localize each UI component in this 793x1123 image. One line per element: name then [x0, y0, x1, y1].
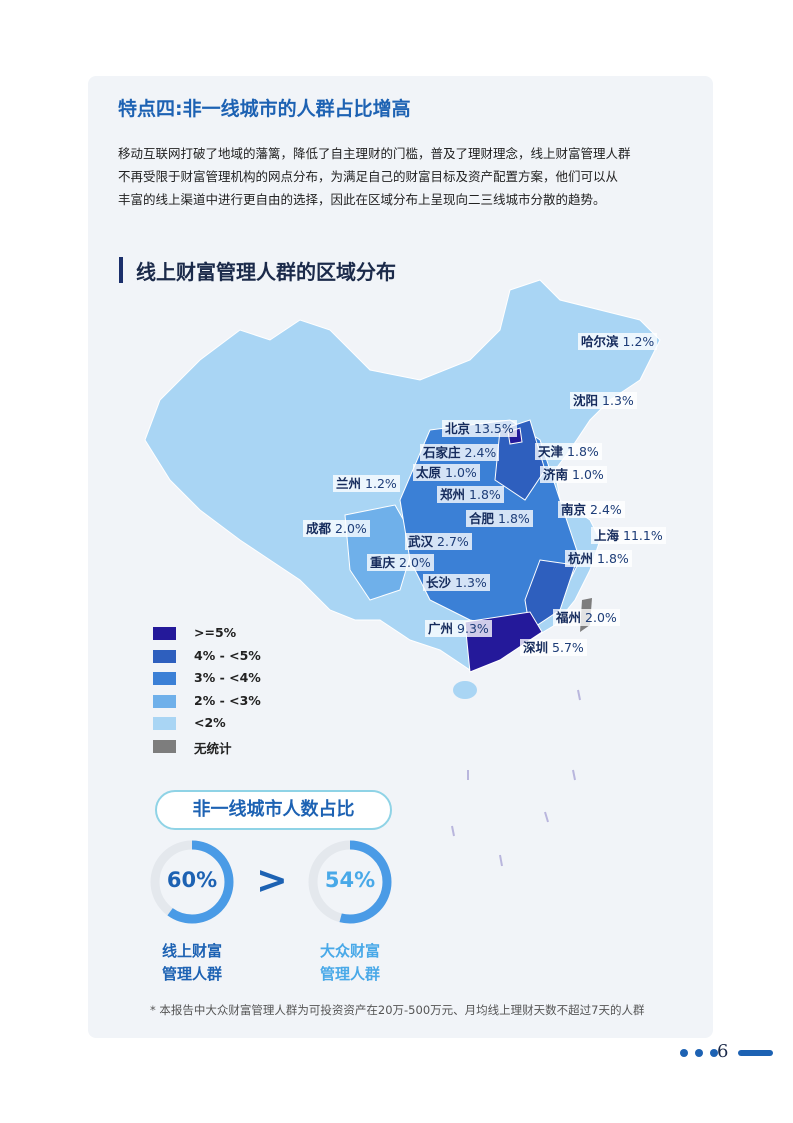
donut-caption: 管理人群 — [161, 965, 222, 983]
city-label: 深圳 5.7% — [520, 639, 587, 656]
city-value: 1.8% — [597, 551, 629, 566]
body-text: 丰富的线上渠道中进行更自由的选择，因此在区域分布上呈现向二三线城市分散的趋势。 — [118, 192, 606, 207]
legend-swatch — [153, 694, 176, 708]
city-value: 2.4% — [590, 502, 622, 517]
city-name: 重庆 — [370, 555, 396, 570]
city-label: 福州 2.0% — [553, 609, 620, 626]
city-label: 沈阳 1.3% — [570, 392, 637, 409]
city-name: 长沙 — [426, 575, 452, 590]
page-bar — [738, 1050, 773, 1056]
city-value: 1.0% — [572, 467, 604, 482]
city-label: 广州 9.3% — [425, 620, 492, 637]
city-label: 成都 2.0% — [303, 520, 370, 537]
city-label: 天津 1.8% — [535, 443, 602, 460]
city-label: 太原 1.0% — [413, 464, 480, 481]
donut-arc — [308, 840, 392, 924]
city-value: 11.1% — [623, 528, 663, 543]
city-label: 长沙 1.3% — [423, 574, 490, 591]
city-label: 合肥 1.8% — [466, 510, 533, 527]
city-name: 武汉 — [408, 534, 434, 549]
city-name: 北京 — [445, 421, 471, 436]
city-name: 杭州 — [568, 551, 594, 566]
donut-caption: 大众财富 — [319, 942, 380, 960]
city-value: 1.3% — [455, 575, 487, 590]
city-label: 武汉 2.7% — [405, 533, 472, 550]
city-name: 哈尔滨 — [581, 334, 619, 349]
city-name: 南京 — [561, 502, 587, 517]
city-name: 郑州 — [440, 487, 466, 502]
city-name: 上海 — [594, 528, 620, 543]
city-name: 成都 — [306, 521, 332, 536]
city-value: 1.2% — [365, 476, 397, 491]
page-dots — [680, 1049, 718, 1057]
legend-swatch — [153, 672, 176, 685]
donut-label: 60% — [166, 868, 218, 892]
section-title: 特点四:非一线城市的人群占比增高 — [118, 98, 411, 120]
body-text: 不再受限于财富管理机构的网点分布，为满足自己的财富目标及资产配置方案，他们可以从 — [118, 169, 619, 184]
city-value: 2.4% — [464, 445, 497, 460]
city-label: 石家庄 2.4% — [420, 444, 500, 461]
region-4-5 — [494, 419, 546, 501]
city-value: 1.2% — [622, 334, 655, 349]
city-label: 上海 11.1% — [591, 527, 666, 544]
city-value: 1.3% — [602, 393, 634, 408]
city-label: 重庆 2.0% — [367, 554, 434, 571]
city-value: 2.0% — [335, 521, 367, 536]
donut-arc — [150, 840, 234, 924]
legend-swatch — [153, 739, 176, 753]
city-name: 石家庄 — [423, 445, 461, 460]
footnote: * 本报告中大众财富管理人群为可投资资产在20万-500万元、月均线上理财天数不… — [150, 1003, 645, 1017]
city-name: 兰州 — [336, 476, 362, 491]
legend-label: 2% - <3% — [194, 692, 261, 708]
legend-label: 无统计 — [194, 740, 232, 756]
legend-label: 3% - <4% — [194, 670, 261, 685]
city-name: 深圳 — [523, 640, 549, 655]
city-label: 杭州 1.8% — [565, 550, 632, 567]
legend-swatch — [153, 717, 176, 730]
donut-caption: 线上财富 — [161, 942, 222, 960]
city-name: 合肥 — [469, 511, 495, 526]
island — [453, 681, 477, 699]
city-name: 沈阳 — [573, 393, 599, 408]
body-text: 移动互联网打破了地域的藩篱，降低了自主理财的门槛，普及了理财理念，线上财富管理人… — [118, 146, 631, 161]
city-label: 北京 13.5% — [442, 420, 517, 437]
legend-swatch — [153, 627, 176, 640]
city-value: 1.8% — [567, 444, 599, 459]
city-value: 2.0% — [399, 555, 431, 570]
city-label: 哈尔滨 1.2% — [578, 333, 658, 350]
city-name: 天津 — [538, 444, 564, 459]
legend-swatch — [153, 649, 176, 663]
city-value: 1.8% — [498, 511, 530, 526]
city-name: 济南 — [543, 467, 569, 482]
city-label: 济南 1.0% — [540, 466, 607, 483]
sea-border — [451, 689, 581, 867]
city-value: 1.8% — [469, 487, 501, 502]
city-value: 9.3% — [457, 621, 489, 636]
city-label: 南京 2.4% — [558, 501, 625, 518]
city-value: 5.7% — [552, 640, 584, 655]
city-value: 2.0% — [585, 610, 617, 625]
city-label: 郑州 1.8% — [437, 486, 504, 503]
city-label: 兰州 1.2% — [333, 475, 400, 492]
donut-label: 54% — [324, 868, 376, 892]
operator: > — [256, 858, 288, 902]
comparison-title: 非一线城市人数占比 — [155, 790, 392, 830]
map-title: 线上财富管理人群的区域分布 — [136, 260, 396, 284]
heading-bar — [119, 257, 123, 283]
legend-label: >=5% — [194, 625, 237, 640]
city-name: 福州 — [556, 610, 582, 625]
city-value: 2.7% — [437, 534, 469, 549]
donut-caption: 管理人群 — [319, 965, 380, 983]
city-value: 13.5% — [474, 421, 514, 436]
city-value: 1.0% — [445, 465, 477, 480]
page-number: 6 — [717, 1041, 729, 1062]
city-name: 广州 — [428, 621, 454, 636]
city-name: 太原 — [416, 465, 442, 480]
legend-label: <2% — [194, 715, 226, 730]
legend-label: 4% - <5% — [194, 647, 261, 663]
